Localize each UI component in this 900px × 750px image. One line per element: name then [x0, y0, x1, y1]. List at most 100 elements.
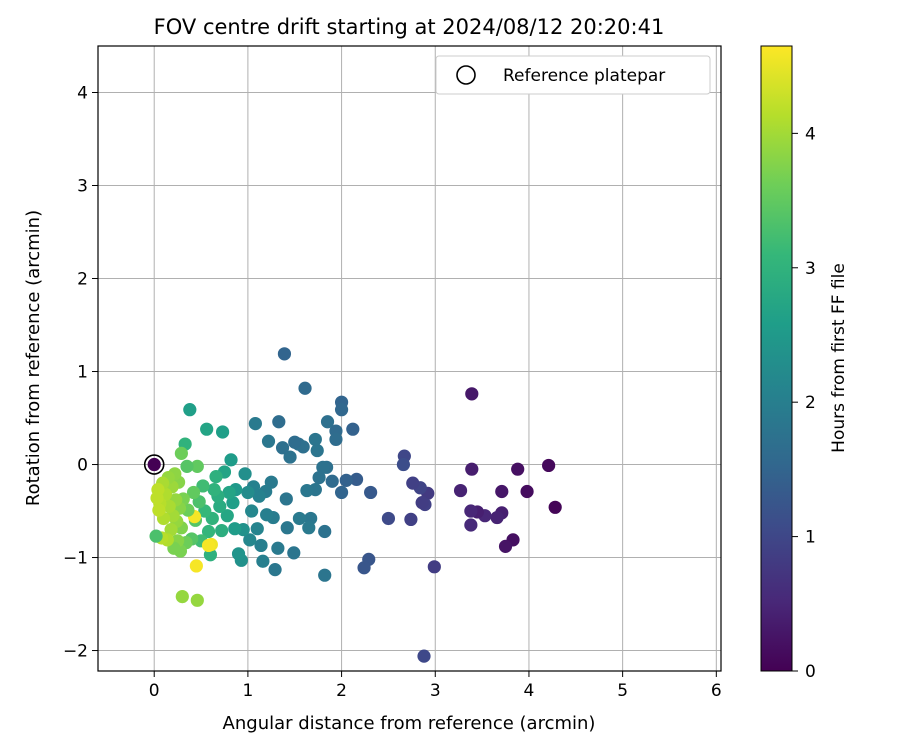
data-point [220, 509, 234, 523]
data-point [511, 462, 525, 476]
data-point [215, 523, 229, 538]
y-axis-label: Rotation from reference (arcmin) [23, 210, 44, 506]
y-tick-label: 1 [77, 363, 88, 383]
colorbar-tick-label: 1 [805, 528, 816, 548]
data-point [207, 483, 221, 497]
data-point [226, 496, 240, 510]
data-point [339, 473, 353, 487]
data-point [548, 500, 562, 514]
data-point [241, 485, 255, 500]
data-points [143, 347, 562, 663]
data-point [288, 435, 302, 449]
data-point [334, 485, 349, 500]
data-point [310, 443, 324, 458]
data-point [283, 450, 297, 464]
legend-box [435, 55, 711, 95]
colorbar: 0 1 2 3 4 Hours from first FF file [760, 45, 849, 682]
data-point [271, 541, 285, 555]
y-tick-label: 4 [77, 84, 88, 104]
data-point [190, 593, 204, 607]
colorbar-label: Hours from first FF file [829, 263, 849, 453]
data-point [292, 511, 307, 526]
x-tick-label: 6 [711, 681, 722, 701]
data-point [465, 462, 479, 476]
data-point [396, 457, 411, 472]
y-tick-label: 3 [77, 177, 88, 197]
x-tick-label: 4 [524, 681, 535, 701]
x-tick-label: 5 [617, 681, 628, 701]
data-point [318, 568, 332, 582]
data-point [250, 522, 264, 536]
data-point [302, 521, 316, 535]
data-point [329, 432, 343, 447]
data-point [201, 538, 216, 553]
data-point [279, 492, 293, 506]
data-point [272, 415, 286, 429]
data-point [427, 560, 441, 574]
data-point [453, 483, 468, 498]
colorbar-tick-label: 2 [805, 393, 816, 413]
reference-platepar-marker [143, 454, 165, 475]
data-point [196, 479, 210, 493]
y-axis-ticks: −2 −1 0 1 2 3 4 [63, 84, 98, 662]
data-point [312, 470, 326, 485]
data-point [357, 561, 371, 575]
legend: Reference platepar [435, 55, 711, 95]
data-point [200, 422, 214, 436]
data-point [243, 533, 257, 547]
data-point [280, 521, 294, 535]
y-tick-label: 2 [77, 270, 88, 290]
data-point [152, 503, 166, 517]
data-point [464, 504, 478, 518]
data-point [261, 434, 276, 448]
data-point [542, 458, 556, 473]
data-point [364, 485, 378, 500]
data-point [404, 512, 418, 527]
legend-marker-reference [456, 65, 476, 85]
y-tick-label: −1 [63, 549, 88, 569]
data-point [495, 484, 509, 499]
y-tick-label: −2 [63, 642, 88, 662]
data-point [174, 446, 188, 460]
x-tick-label: 1 [242, 681, 253, 701]
data-point [498, 539, 513, 553]
colorbar-ticks: 0 1 2 3 4 [792, 124, 816, 682]
data-point [222, 485, 236, 500]
data-point [150, 491, 164, 505]
data-point [248, 417, 262, 431]
data-point [520, 484, 534, 499]
data-point [349, 472, 364, 487]
data-point [228, 522, 242, 536]
data-point [406, 476, 420, 490]
x-tick-label: 2 [336, 681, 347, 701]
data-point [180, 459, 194, 473]
data-point [308, 432, 322, 447]
data-point [298, 381, 312, 395]
data-point [277, 347, 292, 361]
data-point [268, 563, 282, 577]
data-point [183, 403, 197, 417]
data-point [465, 387, 479, 401]
data-point [464, 518, 478, 532]
data-point [216, 425, 230, 439]
legend-label-reference: Reference platepar [503, 66, 665, 86]
x-tick-label: 3 [430, 681, 441, 701]
y-tick-label: 0 [77, 456, 88, 476]
x-axis-label: Angular distance from reference (arcmin) [223, 713, 596, 734]
data-point [175, 589, 189, 604]
x-tick-label: 0 [149, 681, 160, 701]
data-point [275, 441, 290, 455]
x-axis-ticks: 0 1 2 3 4 5 6 [149, 671, 722, 701]
data-point [209, 470, 223, 484]
data-point [147, 457, 161, 472]
data-point [334, 403, 349, 417]
data-point [415, 496, 429, 510]
data-point [189, 559, 203, 573]
data-point [300, 483, 314, 498]
data-point [164, 523, 178, 537]
colorbar-tick-label: 3 [805, 259, 816, 279]
colorbar-tick-label: 4 [805, 124, 816, 144]
chart-title: FOV centre drift starting at 2024/08/12 … [154, 15, 665, 39]
data-point [320, 415, 335, 429]
data-point [256, 554, 270, 568]
